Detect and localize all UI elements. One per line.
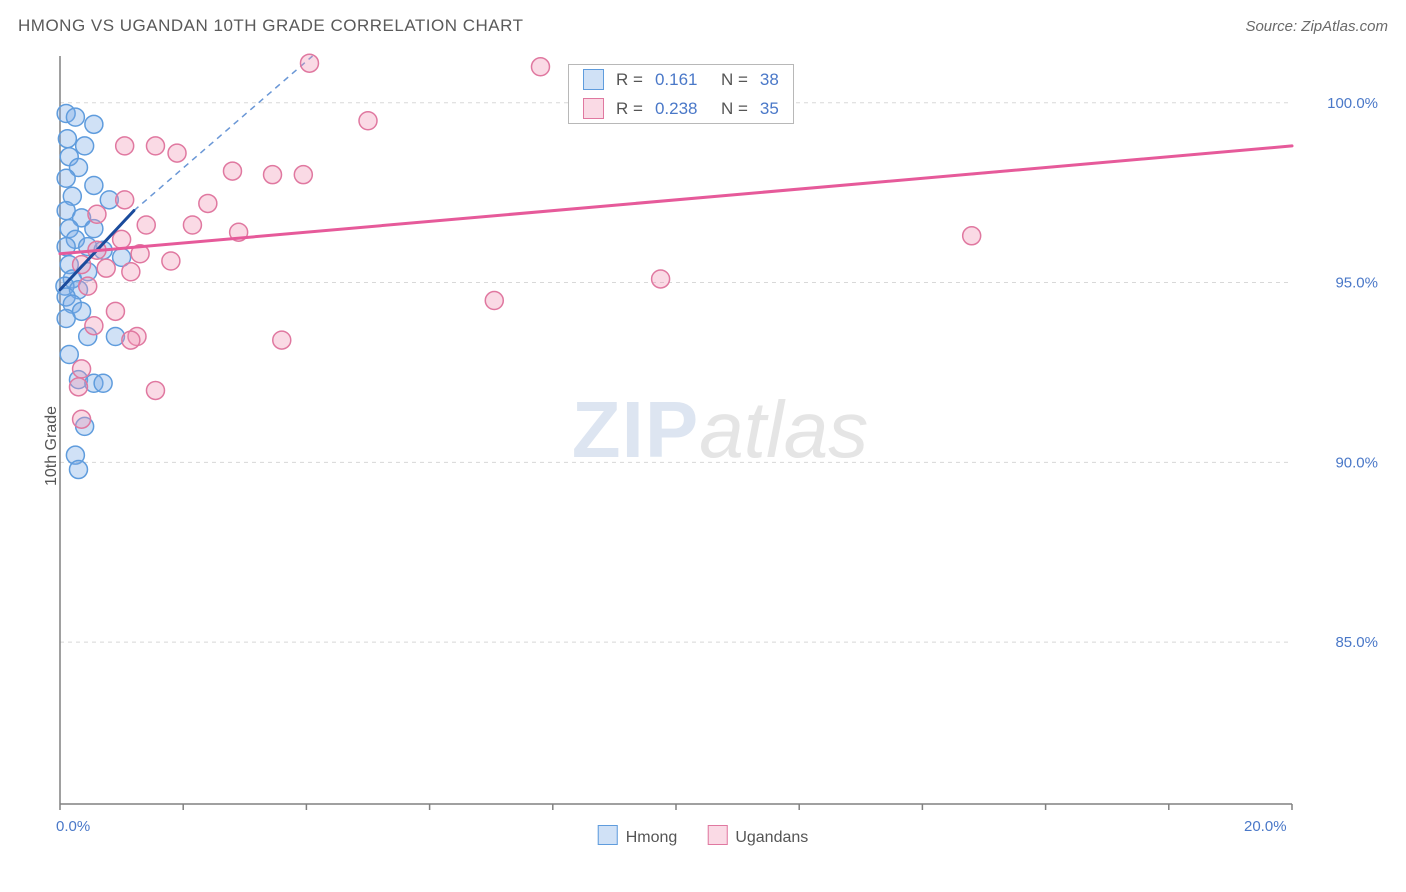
series-legend-item: Ugandans (707, 825, 808, 847)
legend-n-label: N = (721, 99, 748, 119)
chart-source: Source: ZipAtlas.com (1245, 18, 1388, 35)
legend-n-value: 35 (760, 99, 779, 119)
svg-text:85.0%: 85.0% (1335, 634, 1378, 651)
legend-swatch (583, 69, 604, 90)
series-legend-item: Hmong (598, 825, 678, 847)
legend-r-label: R = (616, 70, 643, 90)
legend-row: R = 0.161 N = 38 (569, 65, 793, 94)
chart-svg: 85.0% 90.0% 95.0% 100.0% (52, 50, 1388, 810)
series-label: Hmong (626, 829, 678, 846)
plot-area: 85.0%90.0%95.0%100.0% ZIPatlas R =0.161N… (52, 50, 1388, 810)
legend-n-value: 38 (760, 70, 779, 90)
legend-n-label: N = (721, 70, 748, 90)
legend-r-label: R = (616, 99, 643, 119)
svg-text:90.0%: 90.0% (1335, 454, 1378, 471)
chart-title: HMONG VS UGANDAN 10TH GRADE CORRELATION … (18, 16, 524, 36)
legend-swatch (583, 98, 604, 119)
correlation-legend: R = 0.161 N = 38 R = 0.238 N = 35 (568, 64, 794, 124)
legend-r-value: 0.161 (655, 70, 709, 90)
svg-text:95.0%: 95.0% (1335, 275, 1378, 292)
series-swatch (598, 825, 618, 845)
series-swatch (707, 825, 727, 845)
legend-row: R = 0.238 N = 35 (569, 94, 793, 123)
series-legend: Hmong Ugandans (598, 825, 809, 847)
chart-header: HMONG VS UGANDAN 10TH GRADE CORRELATION … (18, 16, 1388, 36)
legend-r-value: 0.238 (655, 99, 709, 119)
x-tick-label: 20.0% (1244, 818, 1287, 835)
series-label: Ugandans (735, 829, 808, 846)
svg-text:100.0%: 100.0% (1327, 95, 1378, 112)
x-tick-label: 0.0% (56, 818, 90, 835)
